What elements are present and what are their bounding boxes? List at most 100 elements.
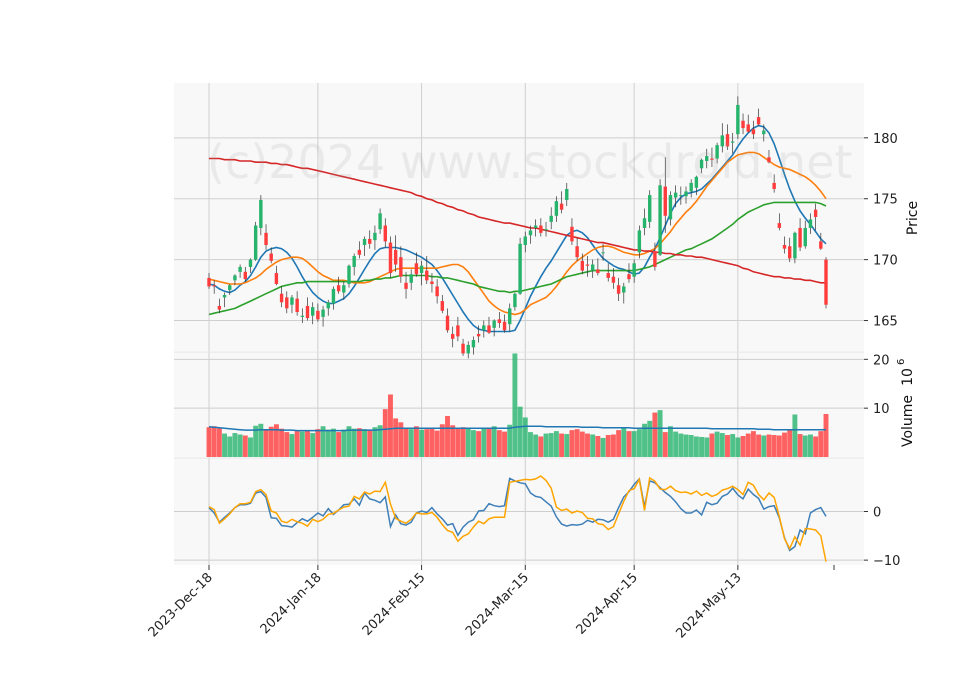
volume-bar <box>538 436 544 457</box>
volume-bars <box>206 353 829 457</box>
volume-bar <box>227 436 233 457</box>
price-moving-averages <box>208 124 827 333</box>
volume-bar <box>356 428 362 457</box>
y-tick-label: 20 <box>873 353 890 368</box>
volume-bar <box>699 436 705 457</box>
volume-bar <box>595 436 601 457</box>
volume-bar <box>585 433 590 457</box>
candle-down <box>399 257 403 277</box>
candle-up <box>730 141 735 143</box>
candle-down <box>777 223 782 228</box>
volume-bar <box>673 431 679 457</box>
candle-up <box>565 188 569 200</box>
volume-bar <box>725 435 730 457</box>
volume-bar <box>813 436 819 457</box>
candle-down <box>575 246 579 258</box>
candle-up <box>378 213 382 230</box>
volume-bar <box>237 434 243 457</box>
y-tick-label: 165 <box>873 315 898 330</box>
candle-up <box>554 201 559 216</box>
volume-bar <box>434 430 440 457</box>
candle-up <box>466 344 470 354</box>
candle-up <box>326 302 330 309</box>
volume-bar <box>507 424 513 457</box>
candle-up <box>523 236 527 246</box>
indicator-line-b <box>208 475 827 562</box>
candle-up <box>808 219 813 228</box>
volume-bar <box>330 428 336 457</box>
volume-bar <box>325 429 331 457</box>
volume-bar <box>626 431 632 457</box>
candle-down <box>788 246 792 259</box>
volume-bar <box>310 433 316 457</box>
candle-up <box>222 294 227 298</box>
candle-down <box>663 186 667 216</box>
candle-up <box>321 309 325 317</box>
volume-bar <box>761 435 767 457</box>
candle-up <box>632 263 636 277</box>
candle-up <box>331 288 336 304</box>
candle-down <box>357 249 362 255</box>
candle-down <box>388 242 393 274</box>
y-tick-label: −10 <box>873 554 900 569</box>
volume-bar <box>486 428 492 457</box>
volume-bar <box>579 431 585 457</box>
volume-bar <box>336 432 342 457</box>
candle-up <box>508 308 512 325</box>
candle-down <box>585 264 590 266</box>
candle-down <box>461 343 465 354</box>
volume-bar <box>248 437 253 457</box>
volume-bar <box>662 432 668 457</box>
candle-up <box>513 293 517 308</box>
candle-down <box>611 276 616 283</box>
volume-bar <box>528 432 533 457</box>
volume-bar <box>756 434 762 457</box>
candle-up <box>622 286 626 293</box>
volume-bar <box>533 434 539 457</box>
volume-bar <box>750 431 756 457</box>
candle-up <box>668 195 673 220</box>
volume-bar <box>413 426 419 457</box>
candle-down <box>653 251 657 267</box>
candle-down <box>336 285 341 292</box>
y-tick-label: 170 <box>873 254 898 269</box>
candle-up <box>253 225 258 260</box>
volume-bar <box>543 433 549 457</box>
candle-down <box>414 263 419 275</box>
volume-bar <box>771 435 777 457</box>
volume-bar <box>273 424 279 457</box>
y-tick-label: 10 <box>873 402 890 417</box>
volume-bar <box>470 430 476 457</box>
candle-up <box>544 229 548 231</box>
volume-bar <box>253 425 259 457</box>
candle-up <box>238 266 242 272</box>
volume-bar <box>211 426 217 457</box>
volume-bar <box>299 431 305 457</box>
candle-up <box>471 340 476 348</box>
candle-up <box>373 232 377 241</box>
volume-bar <box>683 434 689 457</box>
candle-down <box>710 158 714 160</box>
candle-up <box>300 315 305 317</box>
volume-bar <box>766 434 772 457</box>
volume-bar <box>222 433 228 457</box>
volume-bar <box>704 437 710 457</box>
y-tick-label: 180 <box>873 132 898 147</box>
candle-up <box>259 199 263 228</box>
candle-up <box>601 252 605 254</box>
candle-down <box>368 238 372 244</box>
candle-down <box>430 281 434 284</box>
volume-bar <box>740 436 746 457</box>
volume-bar <box>382 409 388 457</box>
volume-bar <box>263 430 269 457</box>
volume-bar <box>559 433 565 457</box>
candle-down <box>435 286 439 297</box>
price-axis-label: Price <box>905 201 921 235</box>
candle-down <box>772 182 776 189</box>
volume-bar <box>439 424 445 457</box>
candle-up <box>689 182 693 192</box>
candle-down <box>404 282 408 289</box>
indicator-lines <box>208 475 827 562</box>
volume-bar <box>455 428 461 457</box>
volume-bar <box>362 429 367 457</box>
